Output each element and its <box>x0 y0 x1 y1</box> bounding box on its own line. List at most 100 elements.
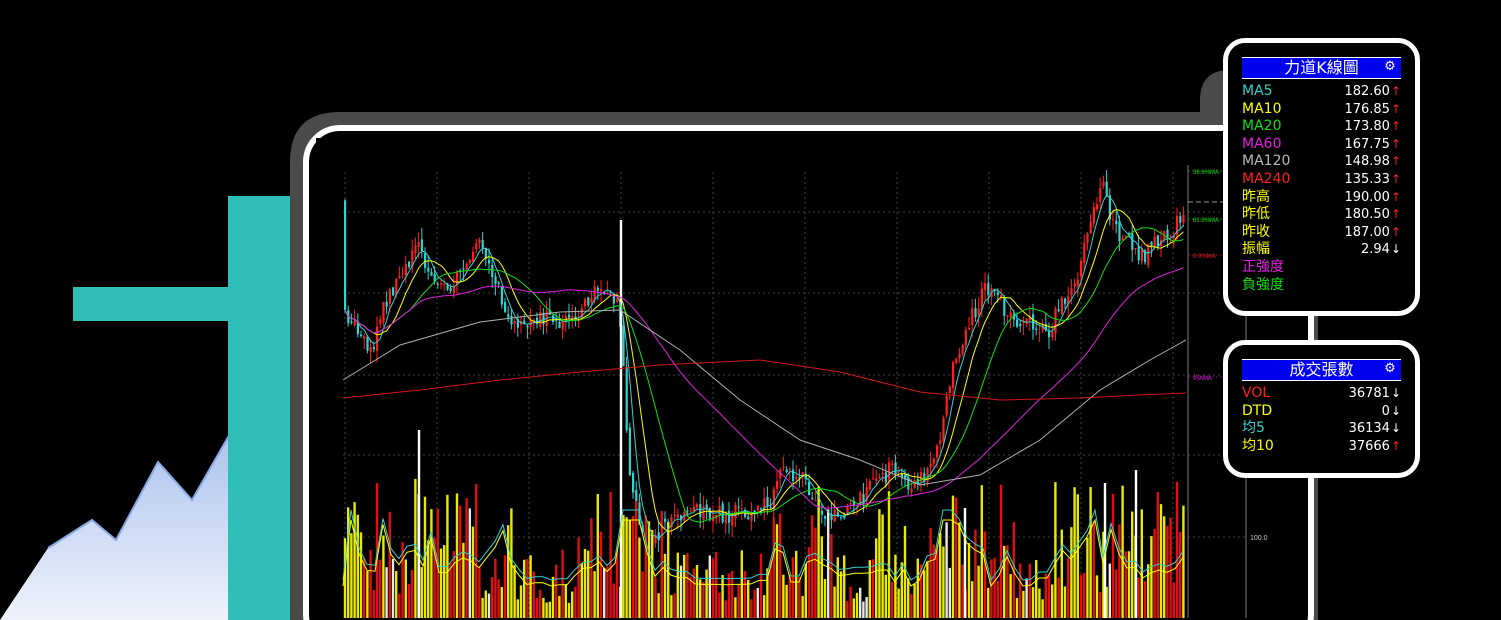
candle-body <box>494 276 497 285</box>
volume-bar <box>1099 591 1102 618</box>
candle-body <box>932 458 935 464</box>
volume-bar <box>673 593 676 618</box>
kline-indicator-row: 昨低 180.50↑ <box>1242 206 1401 224</box>
kline-indicator-label: MA10 <box>1242 100 1282 117</box>
volume-bar <box>798 576 801 618</box>
candle-body <box>1118 221 1121 242</box>
volume-bar <box>1035 560 1038 618</box>
candle-body <box>1048 331 1051 338</box>
volume-bar <box>907 578 910 618</box>
candle-body <box>993 290 996 292</box>
candle-body <box>1003 297 1006 316</box>
volume-bar <box>1159 504 1163 618</box>
candle-body <box>721 503 724 523</box>
gear-icon[interactable]: ⚙ <box>1384 59 1396 74</box>
volume-bar <box>1044 573 1047 618</box>
volume-bar <box>891 581 894 618</box>
volume-spike <box>619 220 623 618</box>
kline-indicator-label: MA60 <box>1242 135 1282 152</box>
volume-bar <box>875 538 878 618</box>
volume-bar <box>1009 574 1012 618</box>
volume-bar <box>987 588 990 618</box>
kline-indicator-value-group: 190.00↑ <box>1344 189 1401 207</box>
volume-bar <box>900 562 903 618</box>
volume-bar <box>836 557 839 618</box>
volume-bar <box>980 485 983 618</box>
ma60-line <box>344 267 1184 509</box>
candle-body <box>1144 250 1147 263</box>
candle-body <box>875 478 878 482</box>
candle-body <box>728 510 731 523</box>
candle-body <box>1179 216 1182 223</box>
volume-bar <box>647 521 651 618</box>
volume-bar <box>695 565 699 618</box>
kline-indicator-panel: 力道K線圖 ⚙ MA5 182.60↑ MA10 176.85↑ MA20 173.80↑… <box>1223 38 1420 316</box>
candle-body <box>811 497 814 500</box>
volume-bar <box>1124 551 1127 618</box>
candle-body <box>1099 188 1102 203</box>
volume-bar <box>932 544 935 618</box>
kline-indicator-value: 190.00 <box>1344 189 1390 205</box>
volume-spike <box>963 508 967 618</box>
candle-body <box>977 308 980 316</box>
volume-bar <box>372 589 375 618</box>
candle-body <box>596 287 599 291</box>
candle-body <box>635 490 638 505</box>
candle-body <box>568 314 571 318</box>
candle-body <box>1054 308 1057 334</box>
volume-bar <box>1073 487 1076 618</box>
candle-body <box>1057 309 1060 312</box>
volume-axis-tick: 100.0 <box>1250 535 1268 542</box>
volume-bar <box>587 550 590 618</box>
volume-bar <box>1131 511 1134 618</box>
volume-bar <box>567 602 571 618</box>
candle-body <box>968 327 971 330</box>
volume-bar <box>663 553 667 618</box>
volume-bar <box>449 562 452 618</box>
volume-bar <box>923 570 926 618</box>
candle-body <box>779 469 782 479</box>
candle-body <box>385 301 388 307</box>
volume-bar <box>759 553 763 618</box>
candle-body <box>862 493 865 505</box>
volume-bar <box>689 576 692 618</box>
candle-body <box>430 271 433 276</box>
volume-bar <box>958 522 961 618</box>
candle-body <box>897 470 900 472</box>
volume-bar <box>1028 563 1031 618</box>
volume-bar <box>862 601 865 618</box>
candle-body <box>852 500 855 506</box>
candle-body <box>1121 237 1124 241</box>
ma120-line <box>342 309 1187 486</box>
kline-indicator-value: 176.85 <box>1344 101 1390 117</box>
gear-icon[interactable]: ⚙ <box>1384 361 1396 376</box>
candle-body <box>369 347 372 352</box>
volume-bar <box>871 559 875 618</box>
volume-bar <box>1012 522 1015 618</box>
kline-indicator-value: 167.75 <box>1344 136 1390 152</box>
volume-bar <box>817 486 820 618</box>
volume-bar <box>999 484 1003 618</box>
volume-bar <box>705 569 708 618</box>
candle-body <box>497 282 500 285</box>
volume-bar <box>433 537 436 618</box>
volume-bar <box>833 586 836 618</box>
kline-indicator-row: 振幅 2.94↓ <box>1242 241 1401 259</box>
volume-bar <box>820 536 823 618</box>
candle-body <box>987 283 990 295</box>
candle-body <box>763 498 766 512</box>
volume-bar <box>894 554 897 618</box>
candle-body <box>600 289 603 292</box>
volume-bar <box>731 571 734 618</box>
volume-bar <box>494 558 497 618</box>
volume-bar <box>401 542 404 618</box>
down-arrow-icon: ↓ <box>1390 242 1401 257</box>
volume-bar <box>1169 517 1172 618</box>
candle-body <box>376 326 379 351</box>
volume-bar <box>491 577 494 618</box>
candle-body <box>680 515 683 521</box>
candle-body <box>1134 248 1137 250</box>
volume-bar <box>852 598 855 618</box>
candle-body <box>1073 283 1076 287</box>
